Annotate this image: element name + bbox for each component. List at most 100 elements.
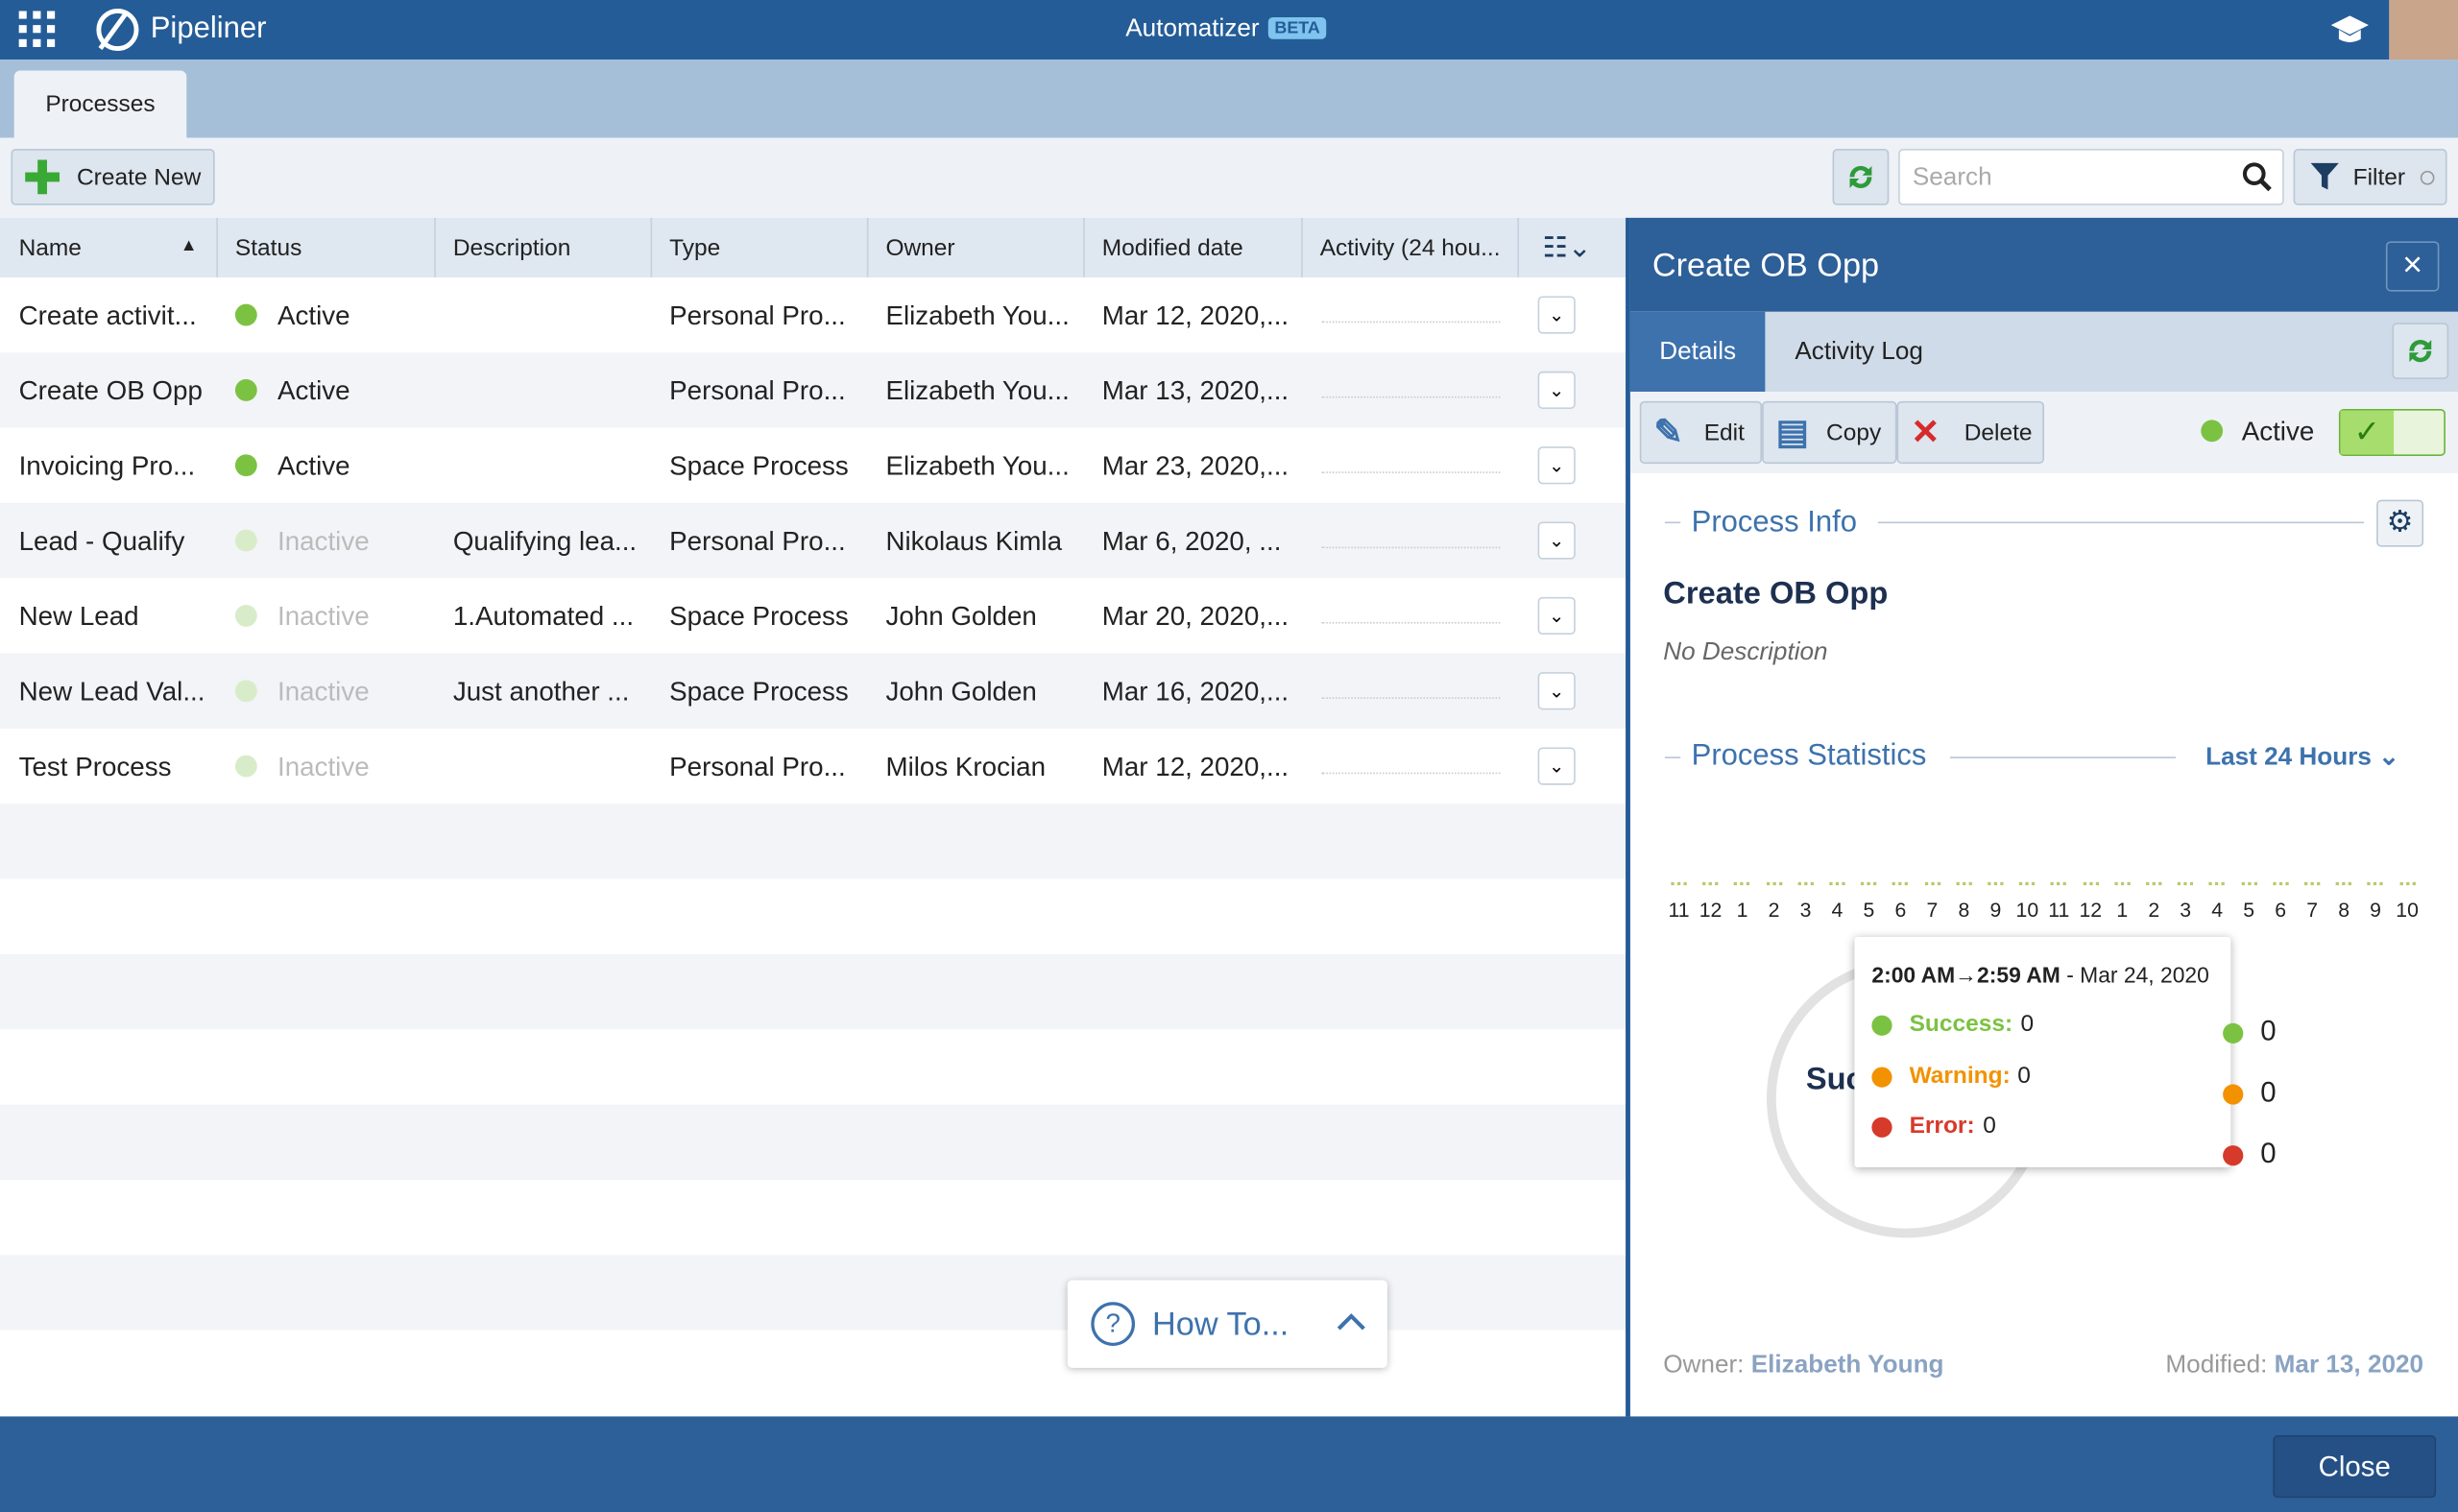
row-menu[interactable]: ⌄ bbox=[1537, 521, 1576, 560]
activity-sparkline bbox=[1321, 772, 1501, 775]
row-menu[interactable]: ⌄ bbox=[1537, 747, 1576, 785]
column-header[interactable]: Modified date bbox=[1101, 234, 1243, 262]
row-menu[interactable]: ⌄ bbox=[1537, 296, 1576, 334]
hour-label: 9 bbox=[2370, 898, 2381, 922]
legend-value: 0 bbox=[2260, 1015, 2277, 1047]
refresh-icon bbox=[2409, 340, 2432, 363]
tab[interactable]: Processes bbox=[13, 70, 187, 138]
process-name: Create OB Opp bbox=[1663, 576, 1889, 612]
hour-bar bbox=[2083, 881, 2099, 886]
column-picker[interactable]: ☷⌄ bbox=[1542, 231, 1592, 264]
action-label: Copy bbox=[1826, 420, 1882, 447]
activity-sparkline bbox=[1321, 321, 1501, 324]
apps-icon[interactable] bbox=[18, 11, 57, 48]
row-bg bbox=[0, 953, 1627, 1030]
hour-bar bbox=[2209, 881, 2226, 886]
hour-bar bbox=[2241, 881, 2257, 886]
status-dot bbox=[234, 529, 257, 552]
cell: Elizabeth You... bbox=[885, 300, 1070, 331]
legend-value: 0 bbox=[2260, 1137, 2277, 1169]
hour-label: 11 bbox=[1668, 898, 1690, 922]
row-menu[interactable]: ⌄ bbox=[1537, 672, 1576, 710]
cell[interactable]: Invoicing Pro... bbox=[18, 451, 196, 482]
hour-label: 4 bbox=[1831, 898, 1844, 922]
panel-tab[interactable]: Activity Log bbox=[1795, 338, 1923, 366]
cell: Active bbox=[277, 300, 350, 331]
cell[interactable]: New Lead Val... bbox=[18, 677, 205, 708]
active-toggle[interactable]: ✓ bbox=[2338, 408, 2446, 456]
avatar[interactable] bbox=[2389, 0, 2458, 60]
cell: Mar 16, 2020,... bbox=[1101, 677, 1289, 708]
filter-icon bbox=[2310, 162, 2339, 190]
howto-label: How To... bbox=[1151, 1307, 1289, 1343]
hour-bar bbox=[2367, 881, 2384, 886]
cell: Space Process bbox=[669, 451, 849, 482]
hour-bar bbox=[2273, 881, 2289, 886]
hour-label: 4 bbox=[2211, 898, 2224, 922]
close-button[interactable]: Close bbox=[2273, 1435, 2437, 1499]
status-label: Active bbox=[2241, 417, 2315, 447]
row-bg bbox=[0, 352, 1627, 428]
hour-label: 10 bbox=[2015, 898, 2039, 922]
column-header[interactable]: Status bbox=[234, 234, 302, 262]
hour-label: 12 bbox=[1699, 898, 1723, 922]
column-divider bbox=[866, 217, 869, 277]
action-button[interactable]: ✕ Delete bbox=[1896, 400, 2044, 465]
cell: Elizabeth You... bbox=[885, 375, 1070, 406]
action-button[interactable]: ✎ Edit bbox=[1639, 400, 1763, 465]
cell[interactable]: Create activit... bbox=[18, 300, 197, 331]
panel-tab[interactable]: Details bbox=[1629, 311, 1766, 393]
action-label: Delete bbox=[1964, 420, 2033, 447]
create-button[interactable]: Create New bbox=[11, 149, 215, 205]
panel-header bbox=[1629, 217, 2458, 312]
tooltip-value: 0 bbox=[1983, 1112, 1996, 1140]
tooltip-date: - Mar 24, 2020 bbox=[2066, 962, 2209, 988]
column-divider bbox=[1083, 217, 1085, 277]
hour-label: 6 bbox=[2275, 898, 2287, 922]
column-header[interactable]: Name bbox=[18, 234, 82, 262]
row-menu[interactable]: ⌄ bbox=[1537, 596, 1576, 636]
range-label: Last 24 Hours bbox=[2205, 744, 2372, 772]
close-x[interactable]: × bbox=[2385, 241, 2440, 292]
row-menu[interactable]: ⌄ bbox=[1537, 446, 1576, 485]
column-header[interactable]: Owner bbox=[885, 234, 955, 262]
activity-sparkline bbox=[1321, 396, 1501, 398]
range-select[interactable]: Last 24 Hours ⌄ bbox=[2205, 744, 2400, 772]
cell[interactable]: Create OB Opp bbox=[18, 375, 203, 406]
tooltip-dot bbox=[1871, 1116, 1892, 1138]
cell: Nikolaus Kimla bbox=[885, 526, 1063, 557]
status-dot bbox=[2201, 420, 2224, 443]
hour-label: 9 bbox=[1989, 898, 2002, 922]
search-box[interactable]: Search bbox=[1898, 149, 2284, 205]
cell: John Golden bbox=[885, 601, 1037, 632]
filter-button[interactable]: Filter bbox=[2293, 149, 2447, 205]
hour-label: 5 bbox=[2243, 898, 2255, 922]
cell: Qualifying lea... bbox=[452, 526, 638, 557]
column-header[interactable]: Type bbox=[669, 234, 721, 262]
column-header[interactable]: Activity (24 hou... bbox=[1319, 234, 1501, 262]
column-divider bbox=[650, 217, 653, 277]
cell[interactable]: New Lead bbox=[18, 601, 139, 632]
cell: Inactive bbox=[277, 601, 370, 632]
hour-bar bbox=[1892, 881, 1909, 886]
settings-button[interactable]: ⚙ bbox=[2376, 499, 2424, 547]
cell[interactable]: Lead - Qualify bbox=[18, 526, 185, 557]
hour-bar bbox=[1766, 881, 1782, 886]
action-icon: ▤ bbox=[1775, 412, 1809, 452]
tooltip-dot bbox=[1871, 1015, 1892, 1036]
hour-label: 6 bbox=[1894, 898, 1907, 922]
tab-bar bbox=[0, 60, 2458, 138]
owner-label: Owner: bbox=[1663, 1352, 1745, 1380]
academy-icon[interactable] bbox=[2329, 12, 2370, 47]
howto-widget[interactable]: ? How To... bbox=[1067, 1280, 1387, 1368]
column-header[interactable]: Description bbox=[452, 234, 571, 262]
panel-refresh[interactable] bbox=[2392, 323, 2449, 379]
refresh-button[interactable] bbox=[1832, 149, 1890, 205]
cell: Mar 13, 2020,... bbox=[1101, 375, 1289, 406]
action-label: Edit bbox=[1703, 420, 1745, 447]
cell[interactable]: Test Process bbox=[18, 752, 172, 782]
row-menu[interactable]: ⌄ bbox=[1537, 371, 1576, 409]
action-button[interactable]: ▤ Copy bbox=[1762, 400, 1897, 465]
search-placeholder: Search bbox=[1912, 164, 1992, 192]
